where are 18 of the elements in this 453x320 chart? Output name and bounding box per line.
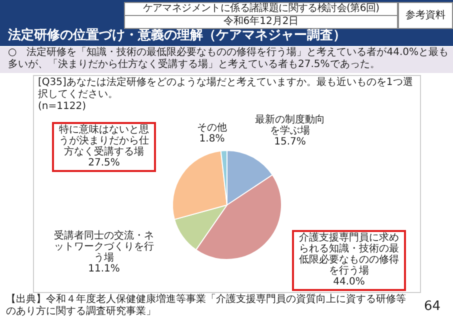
- slice-label: その他: [197, 122, 227, 134]
- data-label: 44.0%: [333, 276, 365, 288]
- chart-subtitle: ○ 法定研修を「知識・技術の最低限必要なものの修得を行う場」と考えている者が44.0%と最も多いが、「決まりだから仕方なく受講する場」と考えている者も27.5%であった。: [0, 47, 453, 73]
- data-label: 15.7%: [274, 136, 306, 148]
- slice-label: 受講者同士の交流・ネットワークづくりを行う場: [54, 230, 154, 264]
- text: 令和6年12月2日: [124, 15, 398, 29]
- slice-label: 介護支援専門員に求められる知識・技術の最低限必要なものの修得を行う場: [299, 232, 399, 277]
- text: 64: [424, 299, 441, 314]
- text: (n=1122): [38, 101, 86, 113]
- text: ケアマネジメントに係る諸課題に関する検討会(第6回): [124, 2, 398, 16]
- slice-label: 最新の制度動向を学ぶ場: [255, 114, 325, 137]
- text: 参考資料: [398, 2, 453, 29]
- text: 【出典】令和４年度老人保健健康増進等事業「介護支援専門員の資質向上に資する研修等のあり方に関する調査研究事業」: [6, 294, 406, 318]
- text: [Q35]あなたは法定研修をどのような場だと考えていますか。最も近いものを1つ選択してください。: [38, 77, 414, 101]
- data-label: 27.5%: [88, 158, 120, 169]
- slice-label: 特に意味はないと思うが決まりだから仕方なく受講する場: [59, 124, 149, 158]
- data-label: 11.1%: [88, 264, 120, 275]
- data-label: 1.8%: [199, 134, 225, 145]
